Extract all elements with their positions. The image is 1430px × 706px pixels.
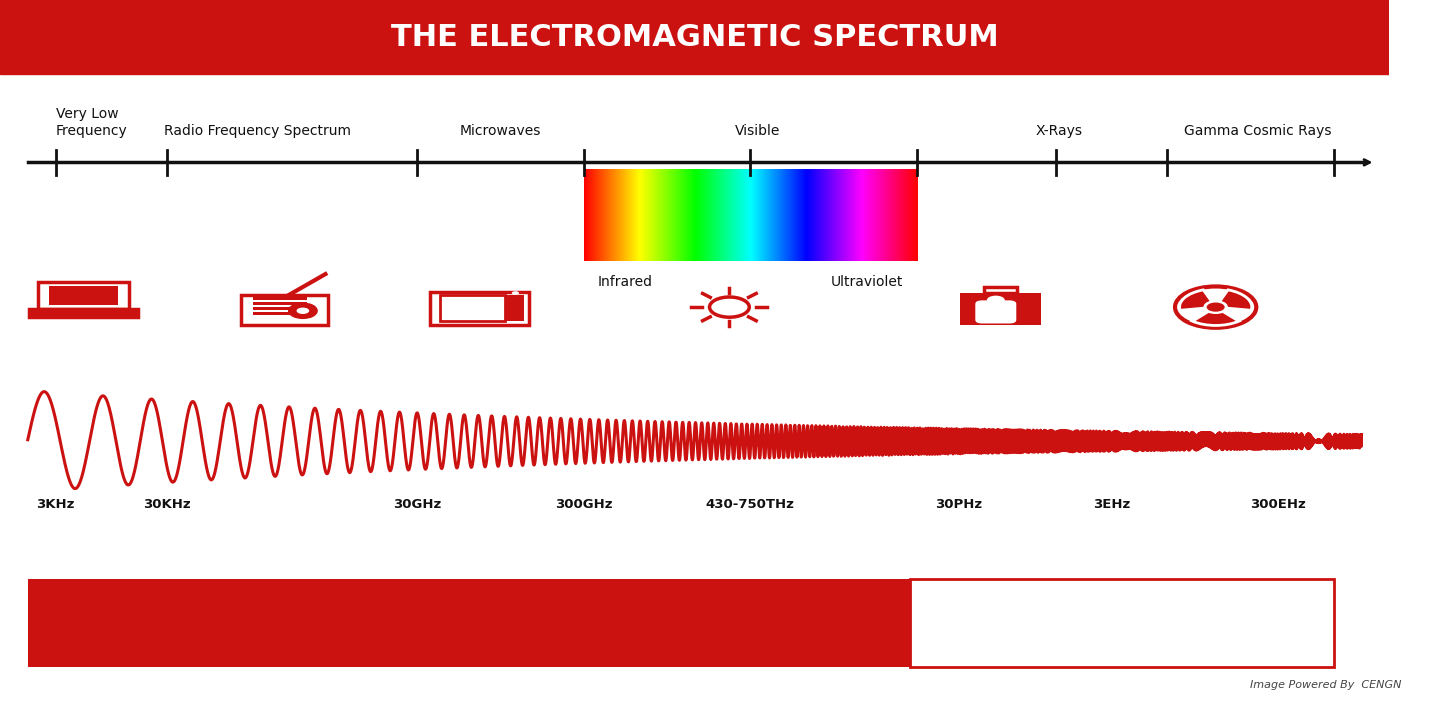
Bar <box>253 302 307 305</box>
Text: Image Powered By  CENGN: Image Powered By CENGN <box>1250 681 1401 690</box>
Bar <box>253 297 307 300</box>
Text: Very Low
Frequency: Very Low Frequency <box>56 107 127 138</box>
Bar <box>429 292 529 325</box>
Text: 3KHz: 3KHz <box>36 498 74 510</box>
Text: Infrared: Infrared <box>598 275 652 289</box>
Text: X-Rays: X-Rays <box>1035 124 1083 138</box>
Wedge shape <box>1180 290 1213 311</box>
Bar <box>0 0 1390 74</box>
Bar <box>909 579 1334 667</box>
Circle shape <box>1207 302 1224 312</box>
Text: 30GHz: 30GHz <box>393 498 440 510</box>
Wedge shape <box>1193 311 1238 325</box>
Bar <box>49 286 117 305</box>
Circle shape <box>709 297 749 317</box>
Text: Non-Ionising: Non-Ionising <box>340 606 598 640</box>
Bar <box>960 294 1041 325</box>
Circle shape <box>512 291 519 295</box>
Circle shape <box>987 296 1005 305</box>
Text: Ultraviolet: Ultraviolet <box>831 275 904 289</box>
Text: Radio Frequency Spectrum: Radio Frequency Spectrum <box>163 124 350 138</box>
Bar <box>253 307 307 311</box>
Bar <box>439 295 505 321</box>
Text: Gamma Cosmic Rays: Gamma Cosmic Rays <box>1184 124 1331 138</box>
Text: 3EHz: 3EHz <box>1093 498 1130 510</box>
Text: 300EHz: 300EHz <box>1250 498 1306 510</box>
Bar <box>506 295 525 321</box>
FancyBboxPatch shape <box>975 300 1017 323</box>
Wedge shape <box>1220 290 1251 311</box>
Text: 30KHz: 30KHz <box>143 498 190 510</box>
Circle shape <box>512 376 519 380</box>
Bar <box>39 282 129 309</box>
Bar <box>253 312 307 316</box>
Circle shape <box>512 206 519 210</box>
Circle shape <box>289 304 316 318</box>
Text: Ionising: Ionising <box>1041 606 1203 640</box>
Text: Visible: Visible <box>735 124 779 138</box>
Circle shape <box>296 308 309 314</box>
Text: 300GHz: 300GHz <box>555 498 612 510</box>
Bar <box>29 309 137 317</box>
Text: Microwaves: Microwaves <box>459 124 541 138</box>
Text: THE ELECTROMAGNETIC SPECTRUM: THE ELECTROMAGNETIC SPECTRUM <box>390 23 998 52</box>
Text: 30PHz: 30PHz <box>935 498 982 510</box>
Bar <box>242 294 327 325</box>
Circle shape <box>1175 287 1257 328</box>
Bar <box>27 579 909 667</box>
Text: 430-750THz: 430-750THz <box>706 498 795 510</box>
Bar <box>984 287 1017 294</box>
